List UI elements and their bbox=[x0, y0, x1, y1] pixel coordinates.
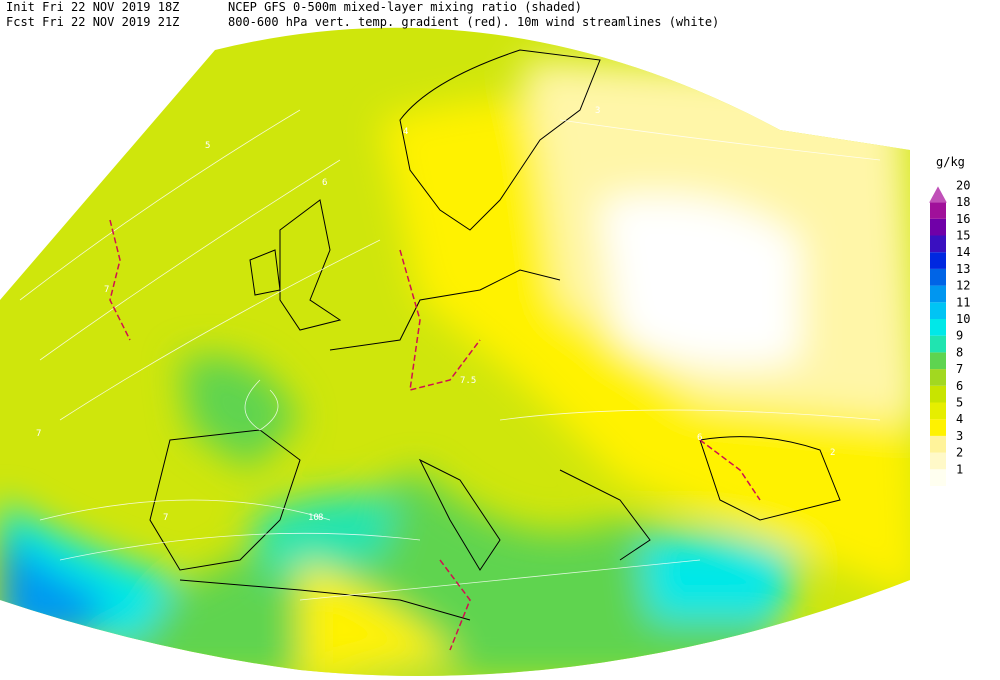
colorbar-swatch bbox=[930, 369, 946, 386]
colorbar-label: 9 bbox=[956, 329, 963, 343]
colorbar-swatch bbox=[930, 469, 946, 486]
colorbar-swatch bbox=[930, 352, 946, 370]
colorbar-swatch bbox=[930, 235, 946, 253]
colorbar-label: 20 bbox=[956, 178, 970, 192]
contour-label: 5 bbox=[205, 141, 210, 151]
contour-label: 4 bbox=[403, 127, 408, 137]
colorbar-swatch bbox=[930, 218, 946, 236]
colorbar-swatch bbox=[930, 319, 946, 336]
colorbar-label: 14 bbox=[956, 245, 970, 259]
fcst-text: Fcst Fri 22 NOV 2019 21Z bbox=[6, 15, 179, 29]
colorbar-swatch bbox=[930, 335, 946, 353]
colorbar-swatch bbox=[930, 452, 946, 470]
colorbar-label: 3 bbox=[956, 429, 963, 443]
colorbar-label: 4 bbox=[956, 412, 963, 426]
colorbar-label: 1 bbox=[956, 462, 963, 476]
colorbar-swatch bbox=[930, 385, 946, 403]
contour-label: 7 bbox=[163, 513, 168, 523]
contour-label: 7 bbox=[36, 429, 41, 439]
colorbar-label: 5 bbox=[956, 396, 963, 410]
colorbar-label: 15 bbox=[956, 229, 970, 243]
colorbar-swatch bbox=[930, 285, 946, 303]
colorbar-label: 13 bbox=[956, 262, 970, 276]
title-text: 800-600 hPa vert. temp. gradient (red). … bbox=[228, 15, 719, 29]
colorbar-swatch bbox=[930, 268, 946, 286]
contour-label: 7.5 bbox=[460, 376, 476, 386]
colorbar-swatch bbox=[930, 302, 946, 319]
contour-labels: 5 6 7 7 810 7 4 3 2 6 7.5 bbox=[36, 106, 835, 523]
contour-label: 8 bbox=[318, 513, 323, 523]
colorbar-label: 10 bbox=[956, 312, 970, 326]
colorbar-label: 18 bbox=[956, 195, 970, 209]
contour-label: 3 bbox=[595, 106, 600, 116]
colorbar-label: 11 bbox=[956, 295, 970, 309]
colorbar-label: 2 bbox=[956, 446, 963, 460]
contour-label: 6 bbox=[697, 433, 702, 443]
colorbar-swatch bbox=[930, 435, 946, 453]
contour-label: 10 bbox=[308, 513, 319, 523]
colorbar-label: 8 bbox=[956, 345, 963, 359]
colorbar-swatch bbox=[929, 186, 947, 203]
colorbar-swatch bbox=[930, 202, 946, 219]
colorbar-label: 16 bbox=[956, 212, 970, 226]
colorbar-swatch bbox=[930, 419, 946, 436]
colorbar-label: 12 bbox=[956, 279, 970, 293]
init-text: Init Fri 22 NOV 2019 18Z bbox=[6, 0, 179, 14]
contour-label: 2 bbox=[830, 448, 835, 458]
contour-label: 6 bbox=[322, 178, 327, 188]
colorbar-swatch bbox=[930, 252, 946, 269]
colorbar-swatch bbox=[930, 402, 946, 420]
colorbar-unit: g/kg bbox=[936, 155, 965, 169]
title-text: NCEP GFS 0-500m mixed-layer mixing ratio… bbox=[228, 0, 582, 14]
contour-label: 7 bbox=[104, 285, 109, 295]
colorbar-label: 6 bbox=[956, 379, 963, 393]
colorbar-label: 7 bbox=[956, 362, 963, 376]
